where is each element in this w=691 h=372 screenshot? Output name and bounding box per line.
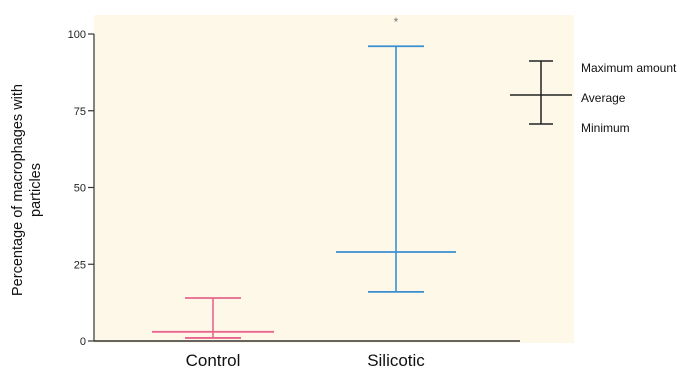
y-axis-label-line-1: Percentage of macrophages with	[10, 84, 26, 296]
category-labels: Control Silicotic	[186, 351, 426, 370]
key-min-label: Minimum	[581, 121, 630, 135]
series-group: *	[152, 15, 456, 339]
significance-annotation: *	[394, 15, 399, 29]
key-average-label: Average	[581, 91, 626, 105]
y-tick-label: 0	[80, 336, 86, 348]
series-control	[152, 297, 274, 339]
category-label: Control	[186, 351, 241, 370]
key-max-label: Maximum amount	[581, 61, 677, 75]
legend-key: Maximum amount Average Minimum	[510, 60, 677, 135]
series-silicotic	[336, 45, 456, 293]
y-tick-label: 75	[74, 106, 86, 118]
y-axis-label: Percentage of macrophages with particles	[10, 84, 44, 296]
plot-background	[94, 15, 574, 343]
category-label: Silicotic	[367, 351, 425, 370]
y-axis-label-line-2: particles	[28, 163, 44, 217]
y-axis-ticks: 0 25 50 75 100	[68, 29, 94, 348]
y-tick-label: 50	[74, 183, 86, 195]
y-tick-label: 100	[68, 29, 86, 41]
y-tick-label: 25	[74, 259, 86, 271]
